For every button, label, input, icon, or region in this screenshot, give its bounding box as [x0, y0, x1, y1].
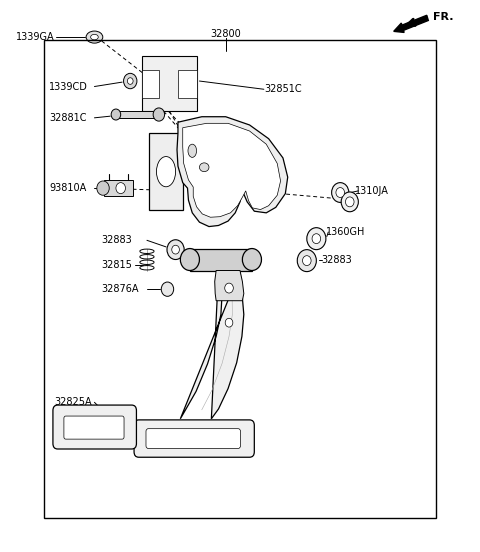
Ellipse shape: [91, 34, 98, 40]
Text: 1339GA: 1339GA: [16, 32, 54, 42]
Circle shape: [307, 227, 326, 250]
Circle shape: [297, 250, 316, 272]
FancyArrow shape: [394, 15, 428, 33]
Circle shape: [180, 248, 199, 270]
Polygon shape: [149, 133, 183, 210]
Ellipse shape: [199, 163, 209, 172]
Circle shape: [341, 192, 359, 212]
Text: 32851C: 32851C: [264, 84, 301, 94]
Circle shape: [336, 188, 345, 198]
FancyBboxPatch shape: [146, 429, 240, 448]
Circle shape: [225, 283, 233, 293]
Circle shape: [127, 78, 133, 84]
Bar: [44, 40, 436, 518]
Text: 32800: 32800: [210, 29, 241, 39]
Polygon shape: [178, 70, 197, 98]
Circle shape: [161, 282, 174, 296]
Ellipse shape: [86, 31, 103, 43]
FancyBboxPatch shape: [53, 405, 136, 449]
Text: 32815: 32815: [102, 260, 132, 270]
Text: 32883: 32883: [102, 235, 132, 245]
Circle shape: [172, 245, 180, 254]
Circle shape: [123, 73, 137, 89]
Text: 32883: 32883: [321, 254, 352, 264]
Bar: [116, 111, 159, 118]
Circle shape: [312, 233, 321, 243]
Text: 32881C: 32881C: [49, 113, 86, 123]
Polygon shape: [183, 123, 281, 217]
Text: 1310JA: 1310JA: [355, 186, 388, 196]
Text: 1360GH: 1360GH: [326, 227, 365, 237]
Text: 93810A: 93810A: [49, 183, 86, 193]
FancyBboxPatch shape: [64, 416, 124, 439]
Circle shape: [97, 181, 109, 195]
Bar: [190, 248, 252, 270]
Polygon shape: [142, 56, 197, 112]
Polygon shape: [142, 70, 159, 98]
Polygon shape: [180, 270, 244, 419]
Circle shape: [302, 256, 311, 266]
Text: 1339CD: 1339CD: [49, 82, 88, 92]
Circle shape: [346, 197, 354, 207]
Circle shape: [167, 240, 184, 259]
Circle shape: [153, 108, 165, 121]
Polygon shape: [215, 270, 244, 301]
Polygon shape: [177, 116, 288, 226]
Polygon shape: [104, 180, 132, 197]
Text: FR.: FR.: [433, 12, 454, 22]
Text: 32876A: 32876A: [102, 284, 139, 294]
Text: 32825A: 32825A: [54, 397, 92, 407]
FancyBboxPatch shape: [134, 420, 254, 457]
Ellipse shape: [156, 157, 176, 187]
Ellipse shape: [188, 144, 197, 157]
Circle shape: [242, 248, 262, 270]
Circle shape: [116, 183, 125, 194]
Circle shape: [225, 319, 233, 327]
Circle shape: [111, 109, 120, 120]
Circle shape: [332, 183, 349, 203]
